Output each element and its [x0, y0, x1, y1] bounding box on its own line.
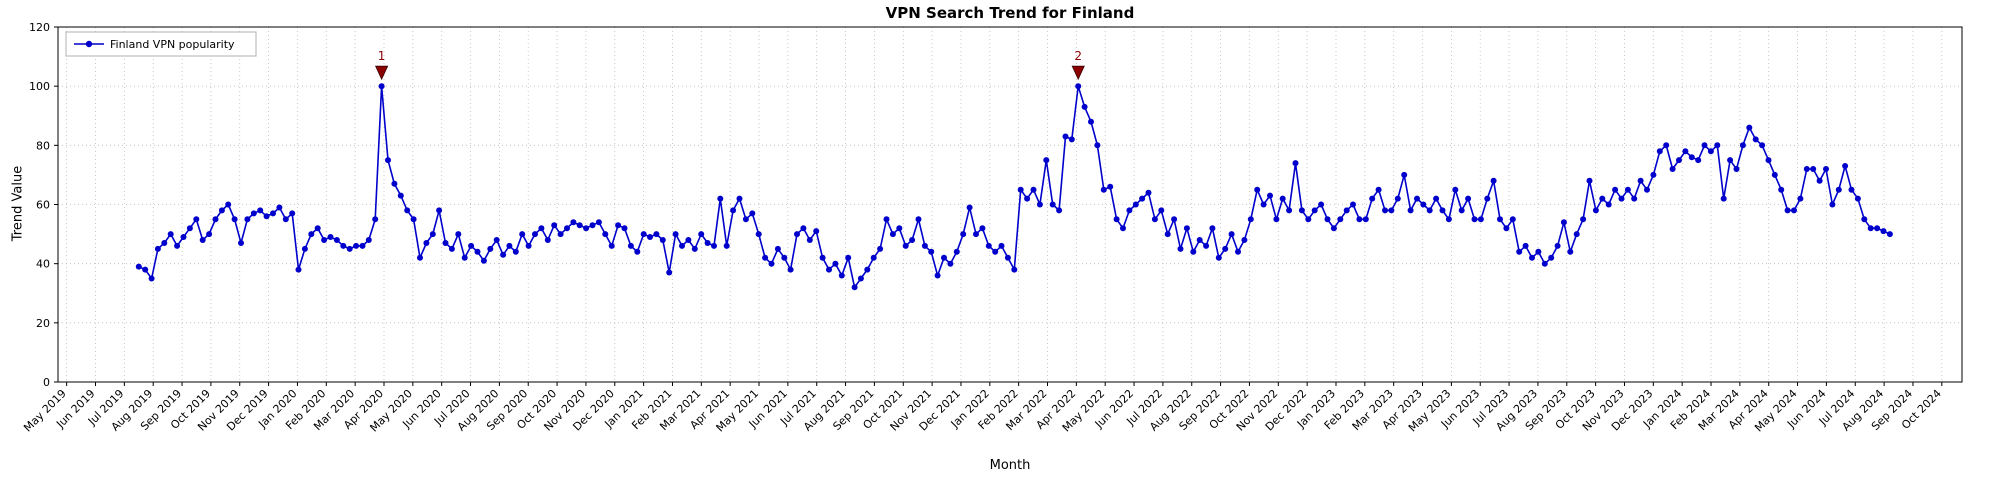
svg-text:20: 20 [36, 317, 50, 330]
svg-text:80: 80 [36, 139, 50, 152]
svg-text:40: 40 [36, 258, 50, 271]
grid [58, 26, 1962, 383]
svg-text:2: 2 [1074, 49, 1082, 63]
x-axis-label: Month [989, 458, 1031, 473]
legend: Finland VPN popularity [65, 31, 257, 57]
chart-title: VPN Search Trend for Finland [885, 4, 1135, 22]
annotation-1: 1 [375, 49, 389, 81]
svg-text:100: 100 [29, 80, 50, 93]
svg-text:1: 1 [378, 49, 386, 63]
legend-label: Finland VPN popularity [110, 38, 235, 51]
svg-text:0: 0 [43, 376, 50, 389]
svg-text:60: 60 [36, 199, 50, 212]
trend-line [135, 83, 1893, 291]
annotation-2: 2 [1071, 49, 1085, 81]
svg-text:120: 120 [29, 21, 50, 34]
y-axis-ticks: 0 20 40 60 80 100 120 [29, 21, 58, 389]
